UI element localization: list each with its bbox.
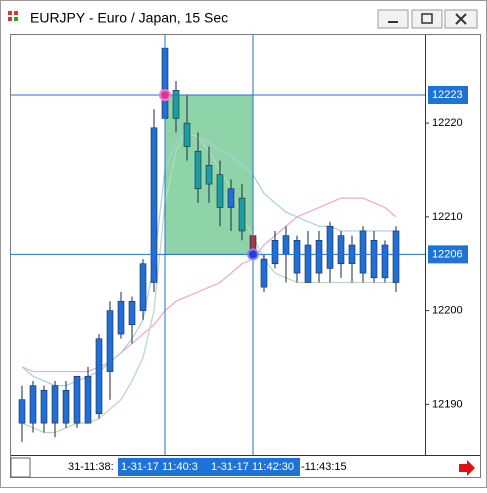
candle-body xyxy=(238,197,246,232)
x-label-highlight xyxy=(210,458,300,476)
anchor-marker xyxy=(247,248,259,261)
anchor-marker xyxy=(159,89,171,101)
candle-body xyxy=(194,150,202,190)
candle-body xyxy=(227,188,235,208)
y-tick-label: 12200 xyxy=(432,305,463,317)
candle-body xyxy=(106,310,114,372)
candle-body xyxy=(172,90,180,119)
app-icon xyxy=(8,11,18,21)
candle-body xyxy=(271,240,279,265)
candle-body xyxy=(381,244,389,279)
candle-body xyxy=(62,390,70,424)
candle-body xyxy=(315,240,323,274)
y-tick-label: 12190 xyxy=(432,398,463,410)
candle-body xyxy=(51,385,59,424)
candle-body xyxy=(304,244,312,283)
candle-body xyxy=(84,375,92,424)
candle-body xyxy=(293,240,301,274)
scroll-right-arrow[interactable] xyxy=(459,460,475,476)
candle-body xyxy=(370,240,378,279)
maximize-button[interactable] xyxy=(411,9,443,29)
plot-area xyxy=(11,35,425,455)
crosshair-label: 12223 xyxy=(432,89,463,101)
x-label: 31-11:38: xyxy=(68,461,114,473)
y-tick-label: 12220 xyxy=(432,117,463,129)
y-tick-label: 12210 xyxy=(432,211,463,223)
minimize-button[interactable] xyxy=(377,9,409,29)
moving-average-line xyxy=(21,131,396,387)
x-label: 1-31-17 11:40:3 xyxy=(121,461,198,473)
candle-body xyxy=(95,338,103,415)
candle-body xyxy=(117,300,125,335)
candle-body xyxy=(18,399,26,424)
window-title: EURJPY - Euro / Japan, 15 Sec xyxy=(30,10,228,26)
candle-body xyxy=(392,230,400,283)
candle-body xyxy=(183,122,191,147)
candle-body xyxy=(359,230,367,274)
crosshair-label: 12206 xyxy=(432,248,463,260)
candle-body xyxy=(205,165,213,185)
x-label: 1-31-17 11:42:30 xyxy=(211,461,294,473)
crosshair-label-bg xyxy=(428,86,468,104)
candle-body xyxy=(260,258,268,288)
candle-body xyxy=(150,127,158,283)
crosshair-label-bg xyxy=(428,245,468,264)
corner-box[interactable] xyxy=(10,457,31,478)
candle-body xyxy=(40,390,48,424)
candle-body xyxy=(326,225,334,269)
candle-body xyxy=(337,235,345,265)
candle-body xyxy=(139,263,147,311)
candle-body xyxy=(73,375,81,424)
candle-body xyxy=(282,235,290,255)
close-button[interactable] xyxy=(444,9,478,29)
x-label-highlight xyxy=(118,458,210,476)
candle-body xyxy=(128,300,136,325)
candle-body xyxy=(216,174,224,208)
candle-body xyxy=(29,385,37,424)
moving-average-line xyxy=(21,197,397,373)
x-label: -11:43:15 xyxy=(301,461,347,473)
